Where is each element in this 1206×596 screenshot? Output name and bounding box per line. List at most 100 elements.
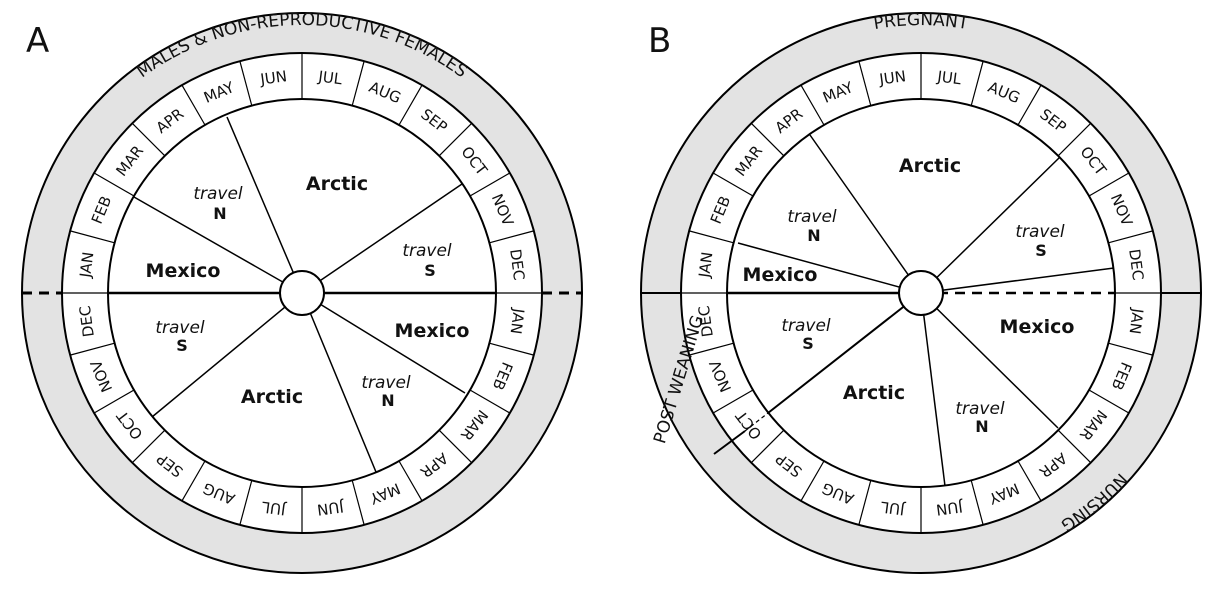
panel-b-travel-s-bottom-label: travel [781, 316, 831, 336]
month-label-bottom-jan: JAN [507, 306, 528, 335]
month-divider [131, 122, 166, 157]
month-divider [351, 480, 365, 525]
panel-b-center-hub [898, 270, 944, 316]
panel-b-region-mexico-bottom: Mexico [1000, 316, 1075, 338]
panel-b-travel-s-top-label: travel [1015, 222, 1065, 242]
panel-a-travel-s-bottom-direction: S [176, 336, 188, 355]
month-divider [1088, 389, 1130, 414]
month-label-bottom-dec: DEC [695, 305, 717, 339]
panel-a-travel-s-top-label: travel [402, 241, 452, 261]
panel-a-region-arctic-top: Arctic [306, 173, 368, 195]
month-divider [489, 230, 534, 244]
sector-line-arctic-start [809, 134, 922, 294]
panel-a-travel-s-bottom-label: travel [155, 318, 205, 338]
month-label-top-dec: DEC [506, 248, 528, 282]
panel-b-weaning-dashed [744, 412, 769, 432]
sector-line-arctic-end [301, 183, 463, 294]
month-label-top-jul: JUL [935, 67, 963, 88]
sector-line-travel-n-start [133, 196, 303, 294]
month-divider [712, 172, 754, 197]
month-divider [1108, 342, 1153, 356]
panel-a-travel-n-bottom-direction: N [381, 391, 394, 410]
panel-b-region-arctic-bottom: Arctic [843, 382, 905, 404]
month-divider [351, 61, 365, 106]
panel-a-center-hub [279, 270, 325, 316]
month-label-bottom-jul: JUL [260, 498, 288, 519]
panel-a-region-mexico-top: Mexico [146, 260, 221, 282]
panel-a-sector-lines [133, 116, 466, 473]
month-divider [181, 84, 206, 126]
panel-b-region-arctic-top: Arctic [899, 155, 961, 177]
month-divider [438, 429, 473, 464]
month-divider [1088, 172, 1130, 197]
month-divider [858, 480, 872, 525]
panel-b-sector-lines [737, 134, 1115, 487]
month-divider [70, 342, 115, 356]
month-divider [858, 61, 872, 106]
panel-b-travel-n-top-direction: N [807, 226, 820, 245]
month-label-top-jun: JUN [258, 67, 288, 88]
month-divider [93, 389, 135, 414]
sector-line-mexico-end [920, 292, 1059, 429]
month-divider [689, 342, 734, 356]
month-divider [398, 84, 423, 126]
panel-b-travel-n-top-label: travel [787, 207, 837, 227]
month-divider [800, 460, 825, 502]
sector-line-weaning [767, 292, 922, 414]
panel-b-travel-s-top-direction: S [1035, 241, 1047, 260]
month-divider [469, 389, 511, 414]
sector-line-arctic-start [226, 116, 303, 294]
panel-b-letter: B [648, 21, 671, 61]
month-divider [712, 389, 754, 414]
month-divider [181, 460, 206, 502]
month-divider [489, 342, 534, 356]
panel-b-travel-s-bottom-direction: S [802, 334, 814, 353]
panel-a-travel-n-bottom-label: travel [361, 373, 411, 393]
panel-b-region-mexico-top: Mexico [743, 264, 818, 286]
month-divider [800, 84, 825, 126]
month-divider [469, 172, 511, 197]
month-divider [970, 61, 984, 106]
month-divider [1057, 122, 1092, 157]
sector-line-travel-n-end [301, 292, 377, 473]
month-label-bottom-jun: JUN [316, 497, 346, 518]
sector-line-mexico-start [301, 292, 466, 394]
month-divider [1057, 429, 1092, 464]
month-divider [1017, 460, 1042, 502]
month-divider [1108, 230, 1153, 244]
panel-a-region-mexico-bottom: Mexico [395, 320, 470, 342]
month-divider [398, 460, 423, 502]
month-divider [750, 122, 785, 157]
month-divider [750, 429, 785, 464]
month-label-top-jan: JAN [76, 251, 97, 280]
month-divider [131, 429, 166, 464]
month-divider [93, 172, 135, 197]
panel-a-travel-s-top-direction: S [424, 261, 436, 280]
month-label-bottom-jul: JUL [879, 498, 907, 519]
panel-a-travel-n-top-direction: N [213, 204, 226, 223]
sector-line-travel-n-end [920, 292, 946, 487]
month-divider [239, 480, 253, 525]
month-label-bottom-jan: JAN [1126, 306, 1147, 335]
panel-b-travel-n-bottom-label: travel [955, 399, 1005, 419]
month-divider [689, 230, 734, 244]
month-label-top-jul: JUL [316, 67, 344, 88]
month-label-bottom-dec: DEC [76, 305, 98, 339]
month-label-bottom-jun: JUN [935, 497, 965, 518]
month-divider [438, 122, 473, 157]
panel-b-travel-n-bottom-direction: N [975, 417, 988, 436]
panel-a-letter: A [26, 21, 49, 61]
month-label-top-dec: DEC [1125, 248, 1147, 282]
sector-line-travel-n-start [737, 242, 922, 294]
sector-line-arctic-end [920, 156, 1061, 294]
month-label-top-jun: JUN [877, 67, 907, 88]
month-label-top-jan: JAN [695, 251, 716, 280]
month-divider [970, 480, 984, 525]
month-divider [239, 61, 253, 106]
month-divider [70, 230, 115, 244]
panel-a-travel-n-top-label: travel [193, 184, 243, 204]
sector-line-mexico-start [920, 267, 1115, 294]
